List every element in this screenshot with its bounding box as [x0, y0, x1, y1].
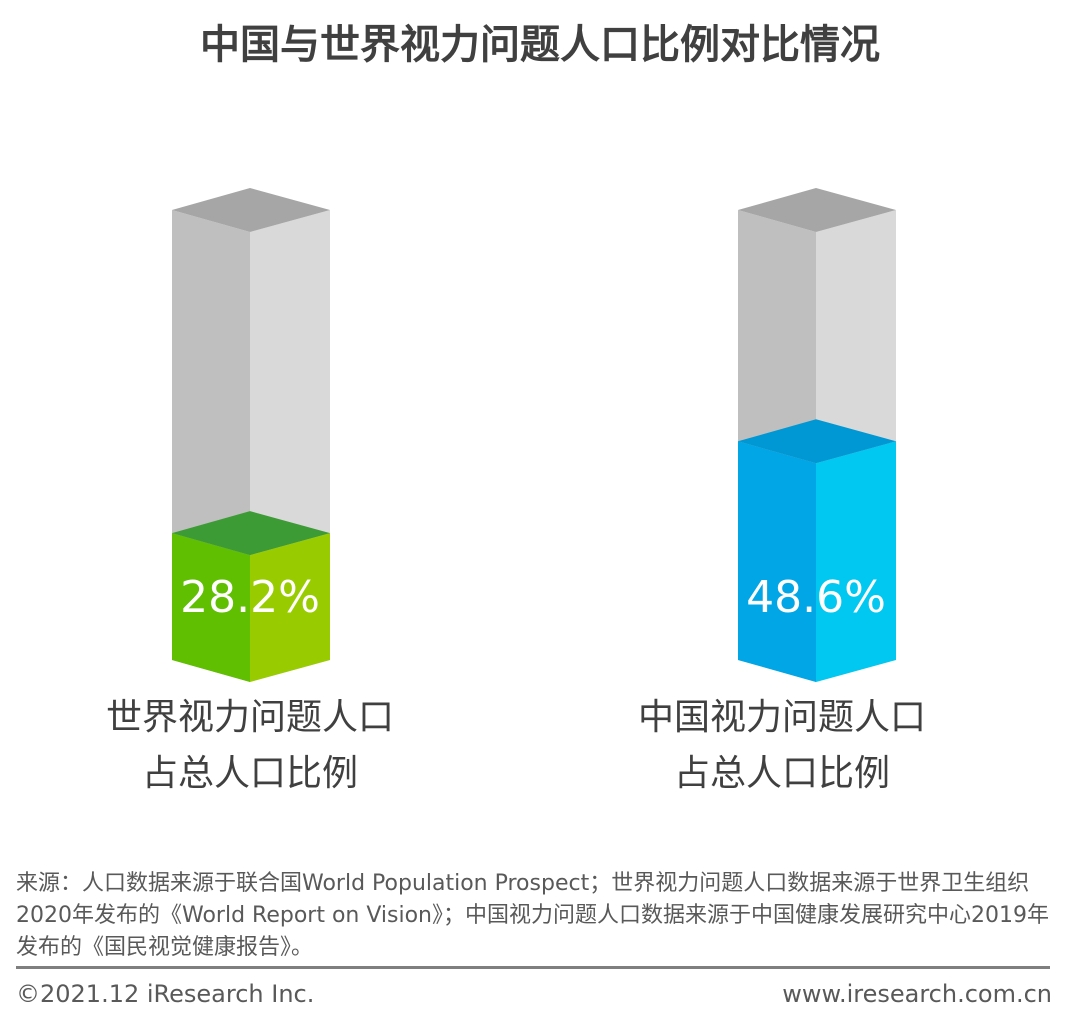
category-label-world: 世界视力问题人口 占总人口比例 — [40, 690, 460, 802]
bar-background-top-face — [172, 188, 330, 232]
copyright: ©2021.12 iResearch Inc. — [16, 980, 315, 1008]
bar-fill-right-face — [250, 533, 330, 682]
bar-fill-top-face — [172, 511, 330, 556]
bar-fill-right-face — [816, 441, 896, 682]
chart-area: 28.2% 48.6% — [172, 188, 896, 682]
divider — [16, 966, 1050, 969]
bar-background-top-face — [738, 188, 896, 232]
category-label-line: 中国视力问题人口 — [637, 697, 926, 738]
category-label-china: 中国视力问题人口 占总人口比例 — [572, 690, 992, 802]
category-label-line: 世界视力问题人口 — [105, 697, 394, 738]
chart-title: 中国与世界视力问题人口比例对比情况 — [200, 22, 880, 68]
category-label-line: 占总人口比例 — [673, 753, 890, 794]
data-label: 48.6% — [746, 572, 886, 623]
source-note: 来源：人口数据来源于联合国World Population Prospect；世… — [16, 871, 1049, 960]
category-label-line: 占总人口比例 — [141, 753, 358, 794]
data-label: 28.2% — [180, 572, 320, 623]
bar-fill-top-face — [738, 419, 896, 464]
bar-fill-left-face — [172, 533, 250, 682]
bar-fill-left-face — [738, 441, 816, 682]
website: www.iresearch.com.cn — [782, 980, 1052, 1008]
